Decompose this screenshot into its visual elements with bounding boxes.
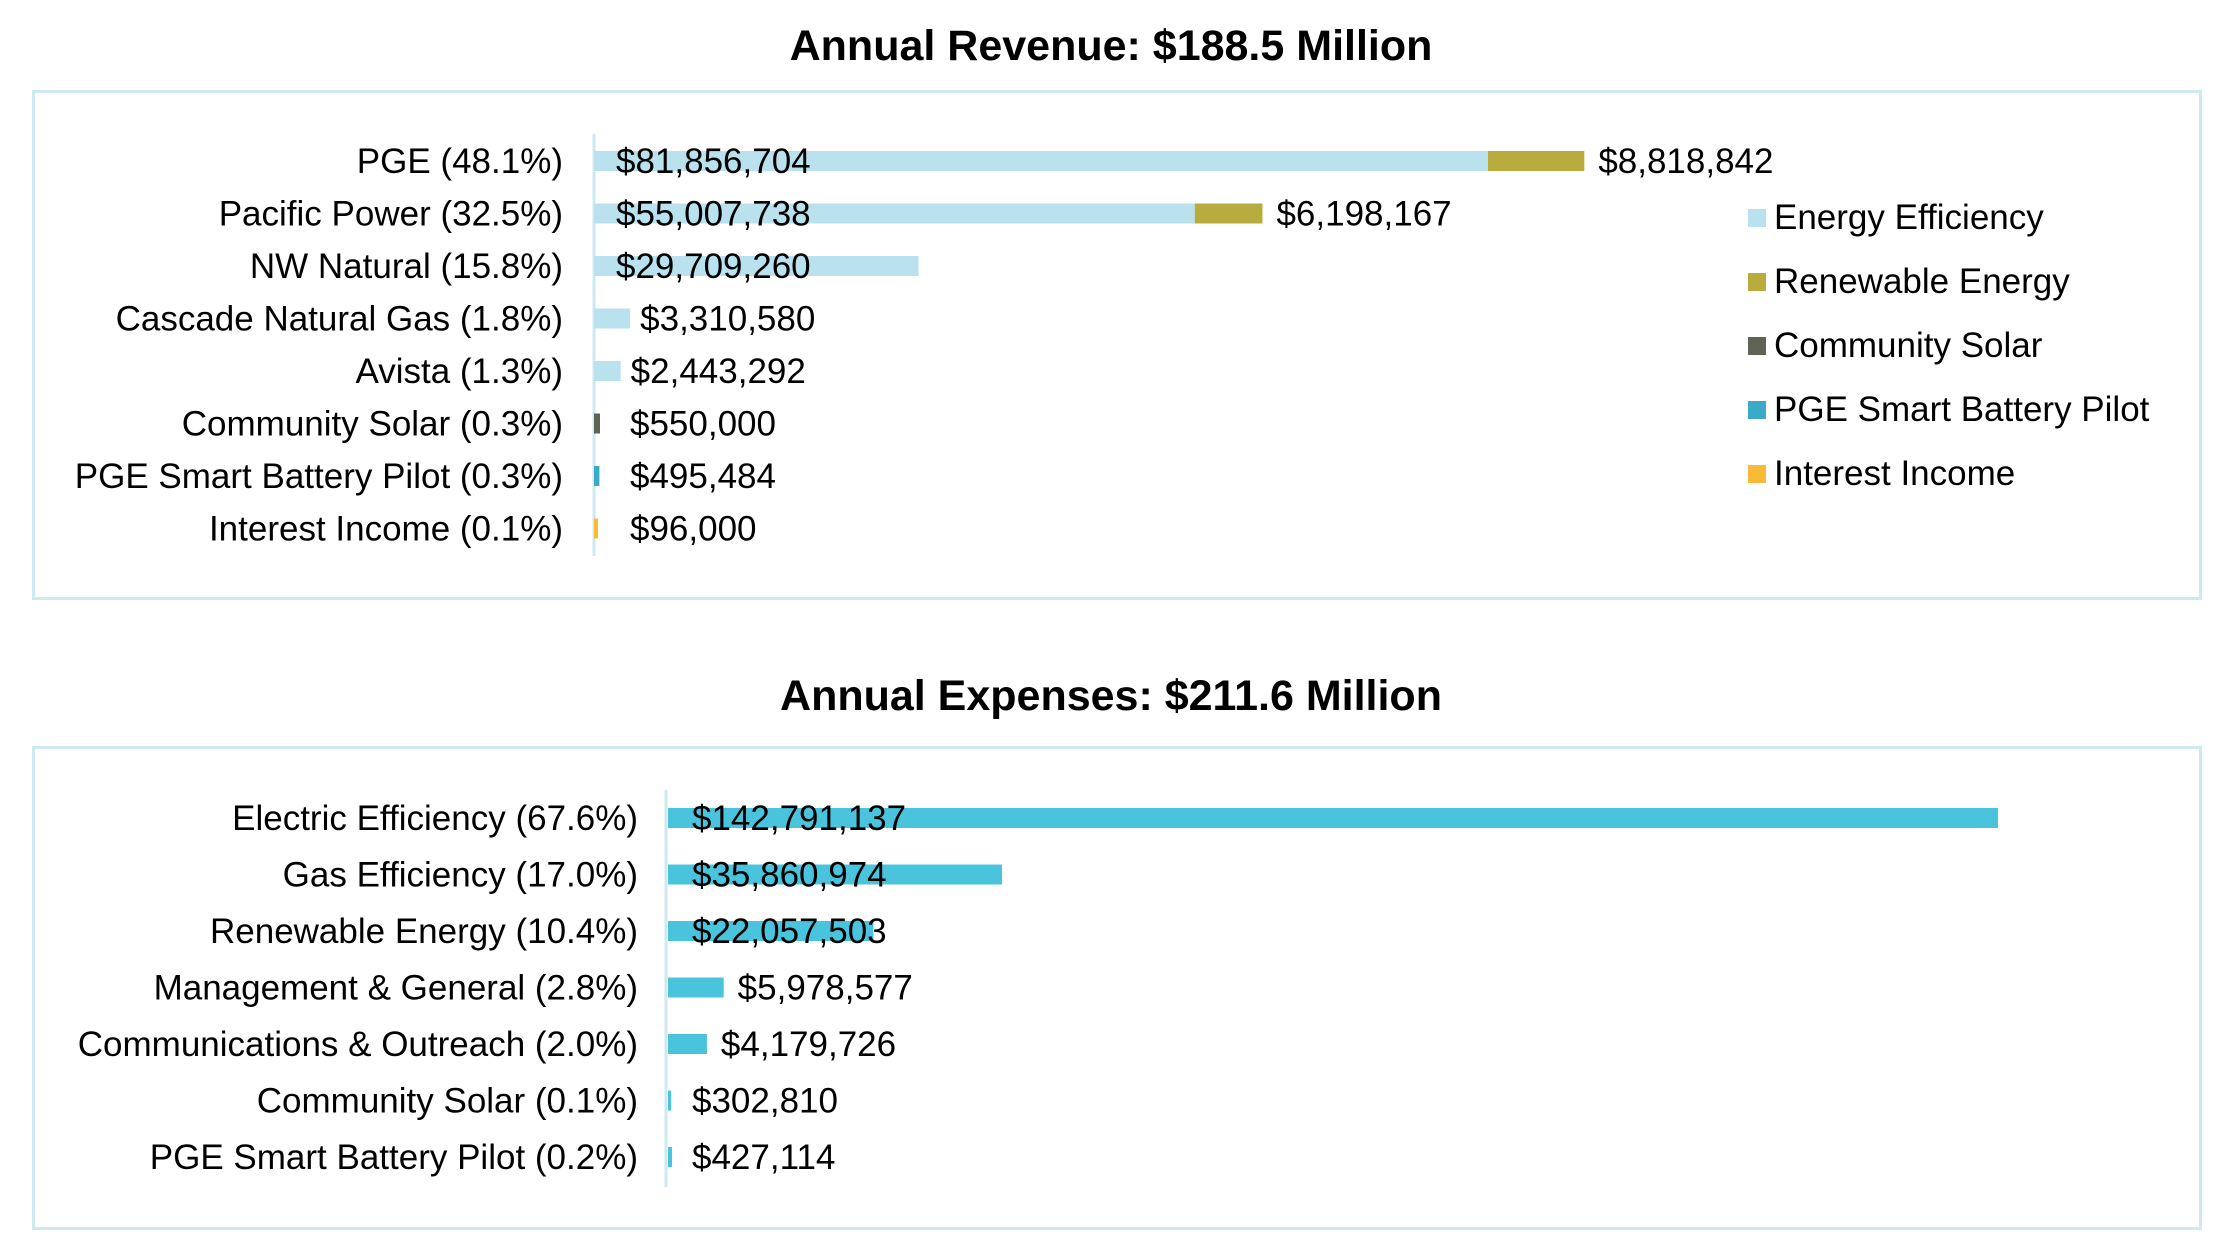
revenue-bar-0-1	[594, 203, 1195, 224]
expenses-bar-1	[668, 864, 1003, 885]
revenue-bar-0-4	[594, 361, 621, 381]
revenue-value-label: $6,198,167	[1276, 195, 1451, 234]
expenses-bar-3	[668, 977, 724, 998]
revenue-value-label: $3,310,580	[640, 300, 815, 339]
revenue-bar-0-3	[594, 308, 631, 329]
revenue-value-label: $495,484	[630, 457, 776, 496]
revenue-value-label: $96,000	[630, 510, 757, 549]
revenue-category-label: Pacific Power (32.5%)	[219, 195, 563, 234]
legend-swatch	[1748, 401, 1766, 419]
revenue-category-label: Avista (1.3%)	[356, 352, 564, 391]
revenue-bar-chart: PGE (48.1%) $81,856,704 $8,818,842 Pacific …	[75, 134, 1773, 556]
expenses-chart-panel	[32, 746, 2202, 1230]
legend-swatch	[1748, 465, 1766, 483]
expenses-category-label: Electric Efficiency (67.6%)	[232, 799, 638, 838]
revenue-category-label: Community Solar (0.3%)	[182, 405, 563, 444]
revenue-value-label: $29,709,260	[616, 247, 811, 286]
expenses-bar-2	[668, 921, 874, 941]
expenses-value-label: $22,057,503	[692, 912, 887, 951]
expenses-bar-0	[668, 808, 1998, 828]
revenue-bar-1-1	[1194, 203, 1263, 224]
revenue-chart-title: Annual Revenue: $188.5 Million	[789, 22, 1433, 70]
expenses-value-label: $5,978,577	[738, 969, 913, 1008]
expenses-value-label: $427,114	[692, 1138, 835, 1177]
revenue-bar-1-0	[1488, 151, 1585, 171]
expenses-category-label: PGE Smart Battery Pilot (0.2%)	[150, 1138, 638, 1177]
revenue-bar-0-2	[594, 256, 919, 276]
revenue-value-label: $55,007,738	[616, 195, 811, 234]
revenue-value-label: $2,443,292	[631, 352, 806, 391]
revenue-category-label: Interest Income (0.1%)	[209, 510, 563, 549]
revenue-bar-0-0	[594, 151, 1488, 171]
expenses-category-label: Gas Efficiency (17.0%)	[283, 856, 638, 895]
revenue-value-label: $550,000	[630, 405, 776, 444]
legend-swatch	[1748, 273, 1766, 291]
expenses-chart-title: Annual Expenses: $211.6 Million	[780, 672, 1442, 720]
revenue-value-label: $8,818,842	[1598, 142, 1773, 181]
expenses-value-label: $4,179,726	[721, 1025, 896, 1064]
expenses-category-label: Management & General (2.8%)	[154, 969, 638, 1008]
revenue-bar-3-6	[594, 466, 600, 486]
expenses-category-label: Community Solar (0.1%)	[257, 1082, 638, 1121]
legend-label: PGE Smart Battery Pilot	[1774, 390, 2150, 429]
legend-swatch	[1748, 209, 1766, 227]
legend-label: Interest Income	[1774, 454, 2016, 493]
expenses-value-label: $35,860,974	[692, 856, 887, 895]
legend-label: Energy Efficiency	[1774, 198, 2044, 237]
legend-swatch	[1748, 337, 1766, 355]
expenses-value-label: $302,810	[692, 1082, 838, 1121]
expenses-category-label: Renewable Energy (10.4%)	[210, 912, 638, 951]
revenue-category-label: NW Natural (15.8%)	[250, 247, 563, 286]
legend-label: Renewable Energy	[1774, 262, 2070, 301]
revenue-category-label: PGE Smart Battery Pilot (0.3%)	[75, 457, 563, 496]
revenue-chart-panel	[32, 90, 2202, 600]
expenses-bar-6	[668, 1147, 672, 1167]
revenue-category-label: Cascade Natural Gas (1.8%)	[116, 300, 563, 339]
revenue-category-label: PGE (48.1%)	[357, 142, 563, 181]
expenses-bar-4	[668, 1034, 707, 1054]
revenue-bar-4-7	[594, 518, 598, 539]
legend-label: Community Solar	[1774, 326, 2043, 365]
revenue-value-label: $81,856,704	[616, 142, 811, 181]
expenses-category-label: Communications & Outreach (2.0%)	[78, 1025, 638, 1064]
expenses-value-label: $142,791,137	[692, 799, 906, 838]
revenue-bar-2-5	[594, 413, 601, 434]
expenses-bar-5	[668, 1090, 671, 1111]
